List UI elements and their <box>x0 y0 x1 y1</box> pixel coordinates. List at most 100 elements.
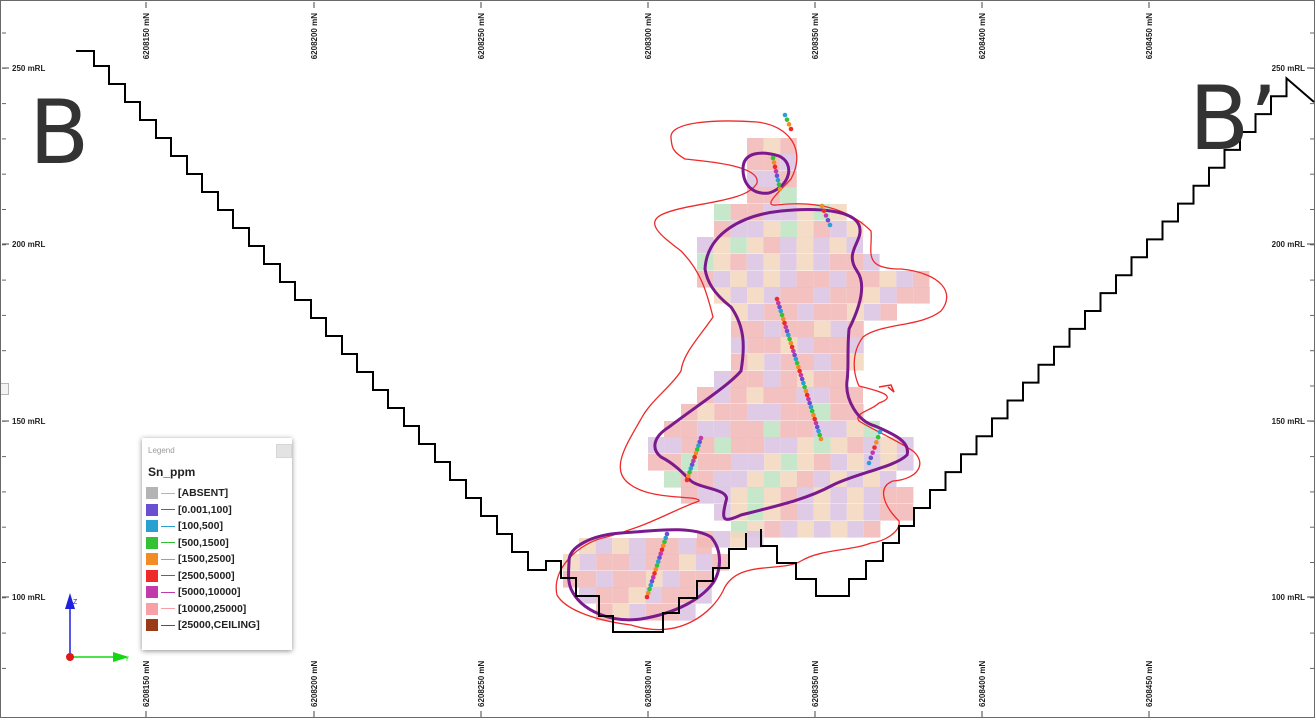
legend-panel[interactable]: Legend Sn_ppm [ABSENT] [0.001,100] [100,… <box>142 438 292 650</box>
legend-item: [1500,2500] <box>146 551 260 568</box>
model-block <box>746 387 764 404</box>
model-block <box>747 221 764 238</box>
drillhole-sample-dot <box>786 332 791 338</box>
model-block <box>695 554 713 571</box>
model-block <box>747 287 764 304</box>
model-block <box>814 354 831 371</box>
model-block <box>714 221 731 238</box>
legend-item-label: [5000,10000] <box>178 586 241 599</box>
legend-line-sample <box>161 591 175 593</box>
model-block <box>746 271 764 288</box>
model-block <box>747 404 764 421</box>
model-block <box>797 221 814 238</box>
drillhole-sample-dot <box>783 324 789 330</box>
model-block <box>662 554 680 571</box>
legend-close-button[interactable] <box>276 444 292 458</box>
model-block <box>714 204 731 221</box>
legend-item: [500,1500] <box>146 535 260 552</box>
drillhole-sample-dot <box>687 470 692 475</box>
legend-line-sample <box>161 608 175 610</box>
model-block <box>863 471 880 488</box>
model-block <box>713 531 731 548</box>
legend-items: [ABSENT] [0.001,100] [100,500] [500,1500… <box>146 485 260 634</box>
outer-envelope-outline <box>555 120 948 631</box>
elevation-tick-label: 200 mRL <box>12 240 45 249</box>
model-block <box>814 337 831 354</box>
northing-ticks-bottom: 6208150 mN 6208200 mN 6208250 mN 6208300 mN… <box>142 661 1154 717</box>
model-block <box>847 521 864 538</box>
drillhole-sample-dot <box>787 336 792 342</box>
model-block <box>679 604 696 621</box>
model-block <box>780 454 798 471</box>
model-block <box>846 254 863 271</box>
model-block <box>764 354 781 371</box>
model-block <box>563 554 580 571</box>
model-block <box>579 571 597 588</box>
legend-item: [5000,10000] <box>146 584 260 601</box>
model-block <box>830 337 848 354</box>
model-block <box>747 421 764 438</box>
model-block <box>679 571 696 588</box>
drillhole-sample-dot <box>653 567 659 572</box>
legend-item-label: [500,1500] <box>178 536 229 549</box>
drillhole-sample-dot <box>771 160 777 165</box>
model-block <box>830 221 847 238</box>
drillhole-sample-dot <box>778 308 784 314</box>
model-block <box>730 404 748 421</box>
model-block <box>796 254 814 271</box>
northing-tick-label: 6208350 mN <box>811 661 820 707</box>
model-block <box>797 437 814 454</box>
drillhole-sample-dot <box>875 434 881 440</box>
drillhole-sample-dot <box>804 392 810 398</box>
drillhole-sample-dot <box>694 447 700 452</box>
drillhole-sample-dot <box>806 396 811 402</box>
model-block <box>713 471 731 488</box>
drillhole-sample-dot <box>801 380 806 386</box>
model-block <box>863 454 881 471</box>
model-block <box>797 304 814 321</box>
model-block <box>731 337 748 354</box>
model-block <box>714 504 731 521</box>
model-block <box>797 454 814 471</box>
model-block <box>713 237 731 254</box>
drillhole-sample-dot <box>874 440 879 445</box>
drillhole-sample-dot <box>685 473 691 479</box>
northing-tick-label: 6208250 mN <box>477 13 486 59</box>
drillhole-sample-dot <box>691 458 696 464</box>
model-block <box>830 371 847 388</box>
model-block <box>763 387 780 404</box>
model-block <box>813 387 830 404</box>
drillhole-sample-dot <box>798 372 804 378</box>
drillhole-sample-dot <box>819 203 825 209</box>
model-block <box>662 587 679 604</box>
legend-item: [100,500] <box>146 518 260 535</box>
drillhole-sample-dot <box>773 168 779 174</box>
drillhole-sample-dot <box>814 424 820 430</box>
outer-envelope-spur <box>878 384 895 393</box>
drillhole-sample-dot <box>652 571 657 576</box>
model-block <box>747 171 764 188</box>
legend-item-label: [25000,CEILING] <box>178 619 260 632</box>
model-block <box>813 504 831 521</box>
model-block <box>813 237 830 254</box>
model-block <box>847 487 864 504</box>
drillhole-sample-dot <box>663 535 669 541</box>
model-block <box>730 487 748 504</box>
legend-line-sample <box>161 575 175 577</box>
legend-line-sample <box>161 525 175 527</box>
panel-collapse-handle[interactable] <box>1 383 9 395</box>
drillhole-sample-dot <box>660 543 666 549</box>
northing-tick-label: 6208300 mN <box>644 661 653 707</box>
legend-line-sample <box>161 624 175 626</box>
model-block <box>763 371 781 388</box>
northing-tick-label: 6208450 mN <box>1145 661 1154 707</box>
model-block <box>714 404 731 421</box>
model-block <box>731 454 748 471</box>
model-block <box>747 371 764 388</box>
model-block <box>780 304 798 321</box>
drillhole-sample-dot <box>777 186 783 192</box>
model-block <box>780 437 798 454</box>
drillhole-sample-dot <box>825 217 831 223</box>
